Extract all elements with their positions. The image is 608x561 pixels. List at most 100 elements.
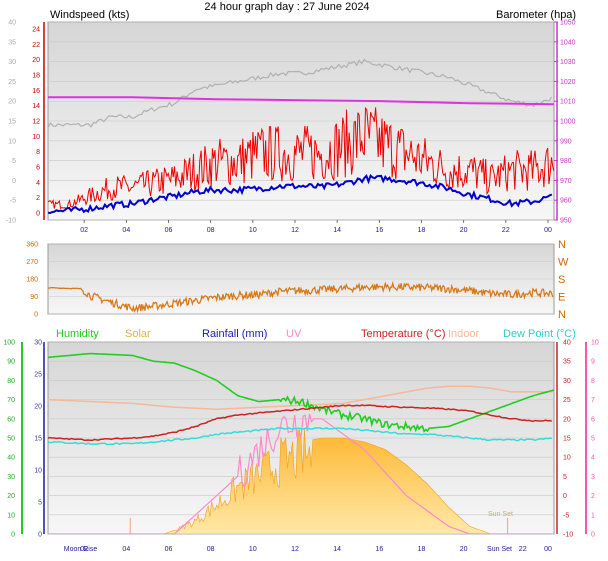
compass-label: W <box>558 257 569 269</box>
rainfall-tick-label: 10 <box>34 468 42 475</box>
x-tick-label: Sun Set <box>487 546 512 553</box>
temperature-tick-label: 5 <box>563 474 567 481</box>
x-tick-label: 04 <box>122 546 130 553</box>
legend-rainfall: Rainfall (mm) <box>202 328 267 340</box>
x-tick-label: 02 <box>80 546 88 553</box>
humidity-temp-panel: Humidity Solar Rainfall (mm) UV Temperat… <box>3 328 599 553</box>
rainfall-tick-label: 20 <box>34 404 42 411</box>
temperature-tick-label: 40 <box>563 340 571 347</box>
uv-tick-label: 3 <box>591 474 595 481</box>
gray-tick-label: -5 <box>10 198 16 205</box>
windspeed-tick-label: 18 <box>32 73 40 80</box>
gray-tick-label: 5 <box>12 158 16 165</box>
gray-tick-label: 20 <box>8 99 16 106</box>
direction-tick-label: 180 <box>26 277 38 284</box>
uv-tick-label: 5 <box>591 436 595 443</box>
temperature-tick-label: 0 <box>563 493 567 500</box>
uv-tick-label: 9 <box>591 359 595 366</box>
humidity-tick-label: 30 <box>7 474 15 481</box>
chart-title: 24 hour graph day : 27 June 2024 <box>204 1 369 13</box>
rainfall-tick-label: 30 <box>34 340 42 347</box>
barometer-tick-label: 1020 <box>560 79 576 86</box>
windspeed-tick-label: 4 <box>36 180 40 187</box>
windspeed-tick-label: 12 <box>32 119 40 126</box>
x-tick-label: 10 <box>249 546 257 553</box>
temperature-tick-label: 35 <box>563 359 571 366</box>
x-tick-label: 18 <box>418 227 426 234</box>
humidity-tick-label: 0 <box>11 532 15 539</box>
windspeed-tick-label: 14 <box>32 103 40 110</box>
barometer-tick-label: 970 <box>560 178 572 185</box>
gray-tick-label: 15 <box>8 119 16 126</box>
x-tick-label: 04 <box>122 227 130 234</box>
wind-direction-series <box>48 280 554 314</box>
temperature-tick-label: 20 <box>563 416 571 423</box>
x-tick-label: 00 <box>544 546 552 553</box>
compass-label: N <box>558 239 566 251</box>
uv-tick-label: 7 <box>591 397 595 404</box>
temperature-line <box>48 404 553 442</box>
barometer-tick-label: 1030 <box>560 59 576 66</box>
temperature-tick-label: 25 <box>563 397 571 404</box>
x-tick-label: Moon Rise <box>64 546 98 553</box>
direction-tick-label: 0 <box>34 312 38 319</box>
uv-tick-label: 8 <box>591 378 595 385</box>
humidity-tick-label: 20 <box>7 493 15 500</box>
uv-tick-label: 1 <box>591 512 595 519</box>
windspeed-tick-label: 2 <box>36 195 40 202</box>
rainfall-tick-label: 25 <box>34 372 42 379</box>
x-tick-label: 06 <box>165 546 173 553</box>
legend-uv: UV <box>286 328 302 340</box>
barometer-line <box>48 96 554 106</box>
direction-tick-label: 360 <box>26 242 38 249</box>
x-tick-label: 20 <box>460 227 468 234</box>
humidity-tick-label: 40 <box>7 455 15 462</box>
humidity-tick-label: 80 <box>7 378 15 385</box>
gray-tick-label: -10 <box>6 218 16 225</box>
barometer-tick-label: 1010 <box>560 99 576 106</box>
temperature-tick-label: -5 <box>563 512 569 519</box>
uv-tick-label: 6 <box>591 416 595 423</box>
x-tick-label: 18 <box>418 546 426 553</box>
x-tick-label: 22 <box>502 227 510 234</box>
compass-label: S <box>558 274 565 286</box>
windspeed-series <box>48 106 554 210</box>
barometer-tick-label: 1000 <box>560 119 576 126</box>
windspeed-tick-label: 22 <box>32 42 40 49</box>
x-tick-label: 08 <box>207 546 215 553</box>
humidity-tick-label: 10 <box>7 512 15 519</box>
windspeed-tick-label: 24 <box>32 27 40 34</box>
humidity-line <box>48 352 554 433</box>
windspeed-axis-label: Windspeed (kts) <box>50 9 129 21</box>
compass-label: N <box>558 309 566 321</box>
gray-tick-label: 30 <box>8 59 16 66</box>
gray-tick-label: 25 <box>8 79 16 86</box>
wind-baro-panel: Windspeed (kts) Barometer (hpa) 40353025… <box>6 9 576 234</box>
windspeed-tick-label: 8 <box>36 149 40 156</box>
uv-tick-label: 10 <box>591 340 599 347</box>
gray-tick-label: 10 <box>8 138 16 145</box>
x-tick-label: 06 <box>165 227 173 234</box>
temperature-trend-line <box>48 58 553 128</box>
temperature-tick-label: 30 <box>563 378 571 385</box>
x-tick-label: 16 <box>375 546 383 553</box>
solar-area <box>48 429 554 534</box>
windspeed-tick-label: 20 <box>32 57 40 64</box>
windspeed-tick-label: 0 <box>36 211 40 218</box>
uv-line <box>48 413 552 534</box>
humidity-tick-label: 50 <box>7 436 15 443</box>
legend-indoor: Indoor <box>448 328 480 340</box>
x-tick-label: 00 <box>544 227 552 234</box>
legend-dew-point: Dew Point (°C) <box>503 328 576 340</box>
rainfall-tick-label: 5 <box>38 500 42 507</box>
dew-point-line <box>48 426 552 446</box>
legend-solar: Solar <box>125 328 151 340</box>
gray-tick-label: 40 <box>8 20 16 27</box>
uv-tick-label: 4 <box>591 455 595 462</box>
uv-tick-label: 0 <box>591 532 595 539</box>
windspeed-tick-label: 6 <box>36 165 40 172</box>
temperature-tick-label: 15 <box>563 436 571 443</box>
barometer-tick-label: 950 <box>560 218 572 225</box>
